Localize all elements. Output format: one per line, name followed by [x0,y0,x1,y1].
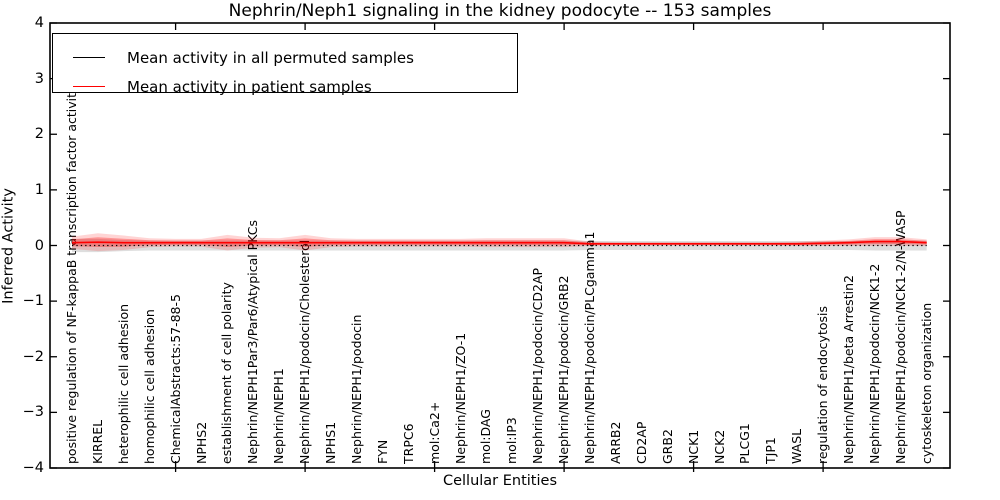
y-tick-label: 2 [34,126,44,143]
y-tick-label: −4 [22,460,44,476]
y-tick-label: 0 [34,237,44,254]
y-tick-label: 1 [34,181,44,198]
legend-label-permuted: Mean activity in all permuted samples [127,48,414,67]
y-tick-label: 3 [34,70,44,87]
permuted-line-swatch [73,57,105,58]
legend-entry-patient: Mean activity in patient samples [53,72,517,101]
y-tick-label: 4 [34,15,44,31]
legend-entry-permuted: Mean activity in all permuted samples [53,34,517,72]
legend-label-patient: Mean activity in patient samples [127,77,372,96]
patient-mean-line [71,240,927,245]
x-axis-label: Cellular Entities [442,473,558,489]
y-tick-label: −3 [22,404,44,421]
chart-title: Nephrin/Neph1 signaling in the kidney po… [228,1,772,21]
legend: Mean activity in all permuted samples Me… [52,33,518,96]
patient-line-swatch [73,86,105,87]
y-tick-label: −2 [22,348,44,365]
y-tick-label: −1 [22,293,44,310]
